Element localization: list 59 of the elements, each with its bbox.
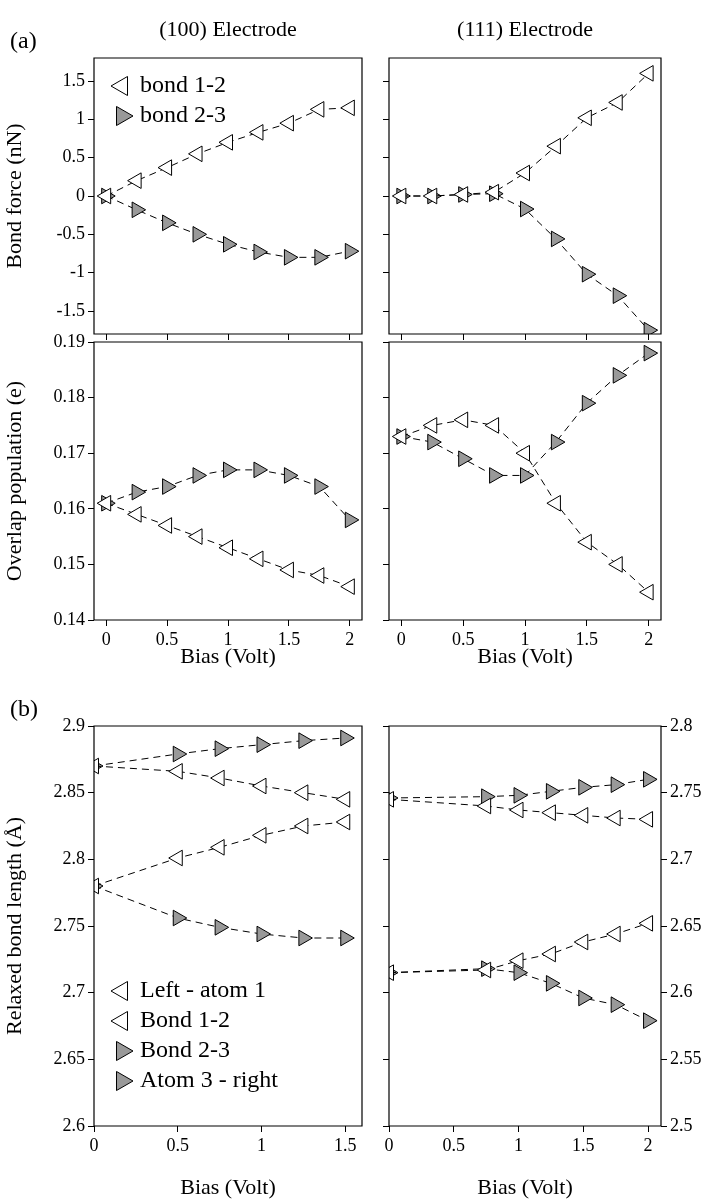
y-tick-label: -0.5	[56, 223, 85, 244]
x-tick-label: 0.5	[442, 1134, 466, 1155]
x-axis-title: Bias (Volt)	[180, 1173, 276, 1199]
y-tick-label: 0.5	[62, 146, 85, 167]
x-tick-label: 1	[257, 1134, 266, 1155]
chart-title: (100) Electrode	[159, 16, 297, 41]
x-tick-label: 0	[89, 1134, 99, 1155]
x-tick-label: 2	[345, 628, 355, 649]
y-tick-label: 2.6	[62, 1114, 85, 1135]
y-tick-label: 2.85	[53, 781, 85, 802]
y2-tick-label: 2.5	[670, 1114, 693, 1135]
legend-label: bond 2-3	[140, 101, 226, 128]
y-tick-label: 0	[76, 184, 85, 205]
text: (a)	[10, 27, 37, 53]
y-tick-label: 0.15	[53, 553, 85, 574]
y-tick-label: 0.18	[53, 386, 85, 407]
y2-tick-label: 2.75	[670, 781, 702, 802]
chart-title: (111) Electrode	[457, 16, 593, 41]
x-tick-label: 0	[384, 1134, 394, 1155]
y-axis-title: Relaxed bond length (Å)	[0, 816, 26, 1036]
x-tick-label: 0	[101, 628, 111, 649]
y-tick-label: 2.7	[62, 981, 85, 1002]
x-tick-label: 0.5	[451, 628, 475, 649]
x-tick-label: 0.5	[155, 628, 179, 649]
y-tick-label: 0.19	[53, 330, 85, 351]
legend-label: Bond 1-2	[140, 1006, 230, 1033]
legend-label: bond 1-2	[140, 71, 226, 98]
x-tick-label: 1.5	[334, 1134, 357, 1155]
y-tick-label: 0.14	[53, 608, 85, 629]
x-tick-label: 0.5	[166, 1134, 189, 1155]
y-tick-label: -1.5	[56, 299, 85, 320]
x-tick-label: 0	[396, 628, 406, 649]
legend-label: Bond 2-3	[140, 1036, 230, 1063]
x-axis-title: Bias (Volt)	[477, 1173, 573, 1199]
x-tick-label: 1	[514, 1134, 524, 1155]
y-tick-label: 0.17	[53, 441, 85, 462]
y-tick-label: 1	[76, 108, 85, 129]
y2-tick-label: 2.6	[670, 981, 693, 1002]
y-tick-label: 1.5	[62, 69, 85, 90]
y-tick-label: 0.16	[53, 497, 85, 518]
y-tick-label: 2.8	[62, 848, 85, 869]
y-tick-label: 2.75	[53, 914, 85, 935]
legend-label: Left - atom 1	[140, 976, 266, 1003]
y2-tick-label: 2.7	[670, 848, 693, 869]
x-tick-label: 1.5	[277, 628, 301, 649]
y-tick-label: 2.9	[62, 714, 85, 735]
y-axis-title: Overlap population (e)	[0, 380, 26, 582]
y-tick-label: -1	[70, 261, 85, 282]
x-tick-label: 2	[643, 1134, 653, 1155]
text: (b)	[10, 695, 38, 721]
y2-tick-label: 2.8	[670, 714, 693, 735]
y2-tick-label: 2.55	[670, 1048, 702, 1069]
x-tick-label: 1.5	[572, 1134, 595, 1155]
legend-label: Atom 3 - right	[140, 1066, 279, 1093]
x-tick-label: 2	[644, 628, 654, 649]
y-tick-label: 2.65	[53, 1048, 85, 1069]
y2-tick-label: 2.65	[670, 914, 702, 935]
x-tick-label: 1.5	[575, 628, 599, 649]
y-axis-title: Bond force (nN)	[0, 123, 26, 269]
